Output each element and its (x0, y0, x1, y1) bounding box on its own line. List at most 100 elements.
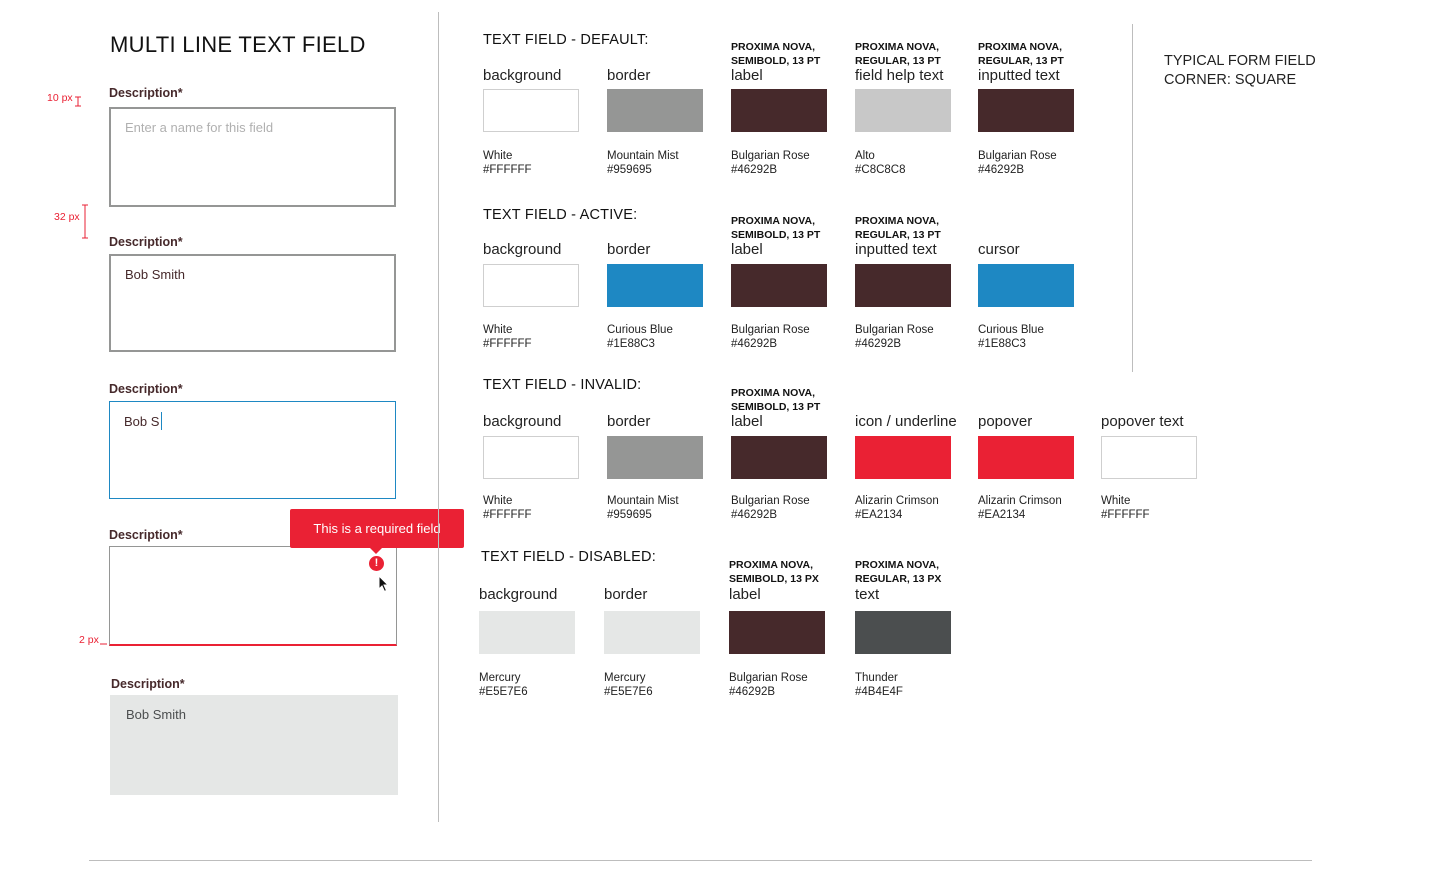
swatch-color-info: Bulgarian Rose #46292B (978, 149, 1057, 177)
swatch-heading: popover text (1101, 413, 1184, 430)
font-spec-line2: SEMIBOLD, 13 PX (729, 573, 819, 585)
error-alert-icon[interactable]: ! (369, 556, 384, 571)
swatch-heading: label (731, 67, 763, 84)
font-spec: PROXIMA NOVA, SEMIBOLD, 13 PX (729, 558, 819, 586)
swatch-color-info: Mountain Mist #959695 (607, 149, 679, 177)
color-swatch (855, 611, 951, 654)
color-swatch (731, 264, 827, 307)
swatch-color-name: Mountain Mist (607, 150, 679, 162)
swatch-color-hex: #EA2134 (855, 509, 903, 521)
swatch-color-hex: #959695 (607, 509, 652, 521)
swatch-heading: label (731, 413, 763, 430)
swatch-color-info: Curious Blue #1E88C3 (978, 323, 1044, 351)
swatch-color-info: Bulgarian Rose #46292B (855, 323, 934, 351)
padding-measure-label: 10 px (47, 92, 73, 104)
color-swatch (978, 436, 1074, 479)
swatch-color-name: Bulgarian Rose (731, 150, 810, 162)
swatch-color-info: Bulgarian Rose #46292B (731, 149, 810, 177)
textarea-default[interactable]: Enter a name for this field (109, 107, 396, 207)
textarea-invalid[interactable] (109, 546, 397, 646)
color-swatch (855, 264, 951, 307)
swatch-color-hex: #1E88C3 (978, 338, 1026, 350)
swatch-color-hex: #46292B (729, 686, 776, 698)
corner-note-line1: TYPICAL FORM FIELD (1164, 53, 1316, 69)
swatch-heading: border (607, 67, 651, 84)
swatch-color-info: Alizarin Crimson #EA2134 (855, 494, 939, 522)
swatch-color-hex: #46292B (731, 509, 778, 521)
swatch-color-name: Alizarin Crimson (855, 495, 939, 507)
swatch-color-hex: #FFFFFF (483, 164, 532, 176)
color-swatch (855, 436, 951, 479)
swatch-color-hex: #46292B (731, 164, 778, 176)
section-title-active: TEXT FIELD - ACTIVE: (483, 207, 638, 223)
font-spec: PROXIMA NOVA, REGULAR, 13 PX (855, 558, 941, 586)
section-title-default: TEXT FIELD - DEFAULT: (483, 32, 649, 48)
swatch-color-hex: #EA2134 (978, 509, 1026, 521)
swatch-color-name: White (483, 495, 513, 507)
font-spec-line1: PROXIMA NOVA, (855, 41, 940, 53)
color-swatch (731, 436, 827, 479)
swatch-color-info: White #FFFFFF (483, 149, 532, 177)
font-spec-line1: PROXIMA NOVA, (731, 215, 816, 227)
color-swatch (479, 611, 575, 654)
swatch-color-hex: #E5E7E6 (479, 686, 528, 698)
color-swatch (729, 611, 825, 654)
font-spec: PROXIMA NOVA, SEMIBOLD, 13 PT (731, 40, 820, 68)
swatch-color-hex: #C8C8C8 (855, 164, 906, 176)
swatch-color-name: White (1101, 495, 1131, 507)
swatch-heading: border (607, 241, 651, 258)
swatch-color-name: Alizarin Crimson (978, 495, 1062, 507)
footer-divider (89, 860, 1312, 861)
spacing-measure-label: 32 px (54, 211, 80, 223)
field-label-default: Description* (109, 86, 183, 100)
padding-measure-icon (75, 96, 81, 107)
font-spec: PROXIMA NOVA, SEMIBOLD, 13 PT (731, 214, 820, 242)
font-spec-line2: REGULAR, 13 PX (855, 573, 942, 585)
swatch-color-info: Bulgarian Rose #46292B (731, 323, 810, 351)
section-title-disabled: TEXT FIELD - DISABLED: (481, 549, 656, 565)
font-spec-line1: PROXIMA NOVA, (731, 41, 816, 53)
color-swatch (1101, 436, 1197, 479)
swatch-color-hex: #FFFFFF (483, 338, 532, 350)
swatch-heading: background (479, 586, 558, 603)
swatch-heading: border (607, 413, 651, 430)
swatch-color-name: White (483, 324, 513, 336)
swatch-color-name: Bulgarian Rose (731, 495, 810, 507)
field-label-disabled: Description* (111, 677, 185, 691)
field-label-filled: Description* (109, 235, 183, 249)
error-popover-text: This is a required field (313, 521, 441, 536)
textarea-active[interactable]: Bob S (109, 401, 396, 499)
color-swatch (483, 264, 579, 307)
underline-measure-icon (100, 643, 107, 645)
swatch-color-name: Mountain Mist (607, 495, 679, 507)
textarea-disabled: Bob Smith (110, 695, 398, 795)
swatch-heading: cursor (978, 241, 1020, 258)
section-title-invalid: TEXT FIELD - INVALID: (483, 377, 642, 393)
swatch-color-hex: #FFFFFF (1101, 509, 1150, 521)
page-title: MULTI LINE TEXT FIELD (110, 32, 366, 57)
color-swatch (604, 611, 700, 654)
color-swatch (607, 89, 703, 132)
textarea-value: Bob S (124, 414, 160, 429)
swatch-heading: text (855, 586, 880, 603)
font-spec-line2: REGULAR, 13 PT (978, 55, 1064, 67)
font-spec-line2: REGULAR, 13 PT (855, 229, 941, 241)
swatch-color-info: Thunder #4B4E4F (855, 671, 903, 699)
swatch-heading: background (483, 413, 562, 430)
swatch-color-hex: #46292B (731, 338, 778, 350)
field-label-active: Description* (109, 382, 183, 396)
textarea-filled[interactable]: Bob Smith (109, 254, 396, 352)
swatch-color-name: White (483, 150, 513, 162)
font-spec: PROXIMA NOVA, REGULAR, 13 PT (978, 40, 1064, 68)
field-label-invalid: Description* (109, 528, 183, 542)
font-spec-line1: PROXIMA NOVA, (978, 41, 1063, 53)
swatch-color-info: Curious Blue #1E88C3 (607, 323, 673, 351)
font-spec-line2: SEMIBOLD, 13 PT (731, 229, 821, 241)
swatch-heading: field help text (855, 67, 944, 84)
swatch-color-name: Curious Blue (978, 324, 1044, 336)
swatch-color-name: Curious Blue (607, 324, 673, 336)
spacing-measure-icon (82, 204, 88, 239)
swatch-color-info: Alto #C8C8C8 (855, 149, 906, 177)
swatch-heading: background (483, 241, 562, 258)
underline-measure-label: 2 px (79, 634, 99, 646)
